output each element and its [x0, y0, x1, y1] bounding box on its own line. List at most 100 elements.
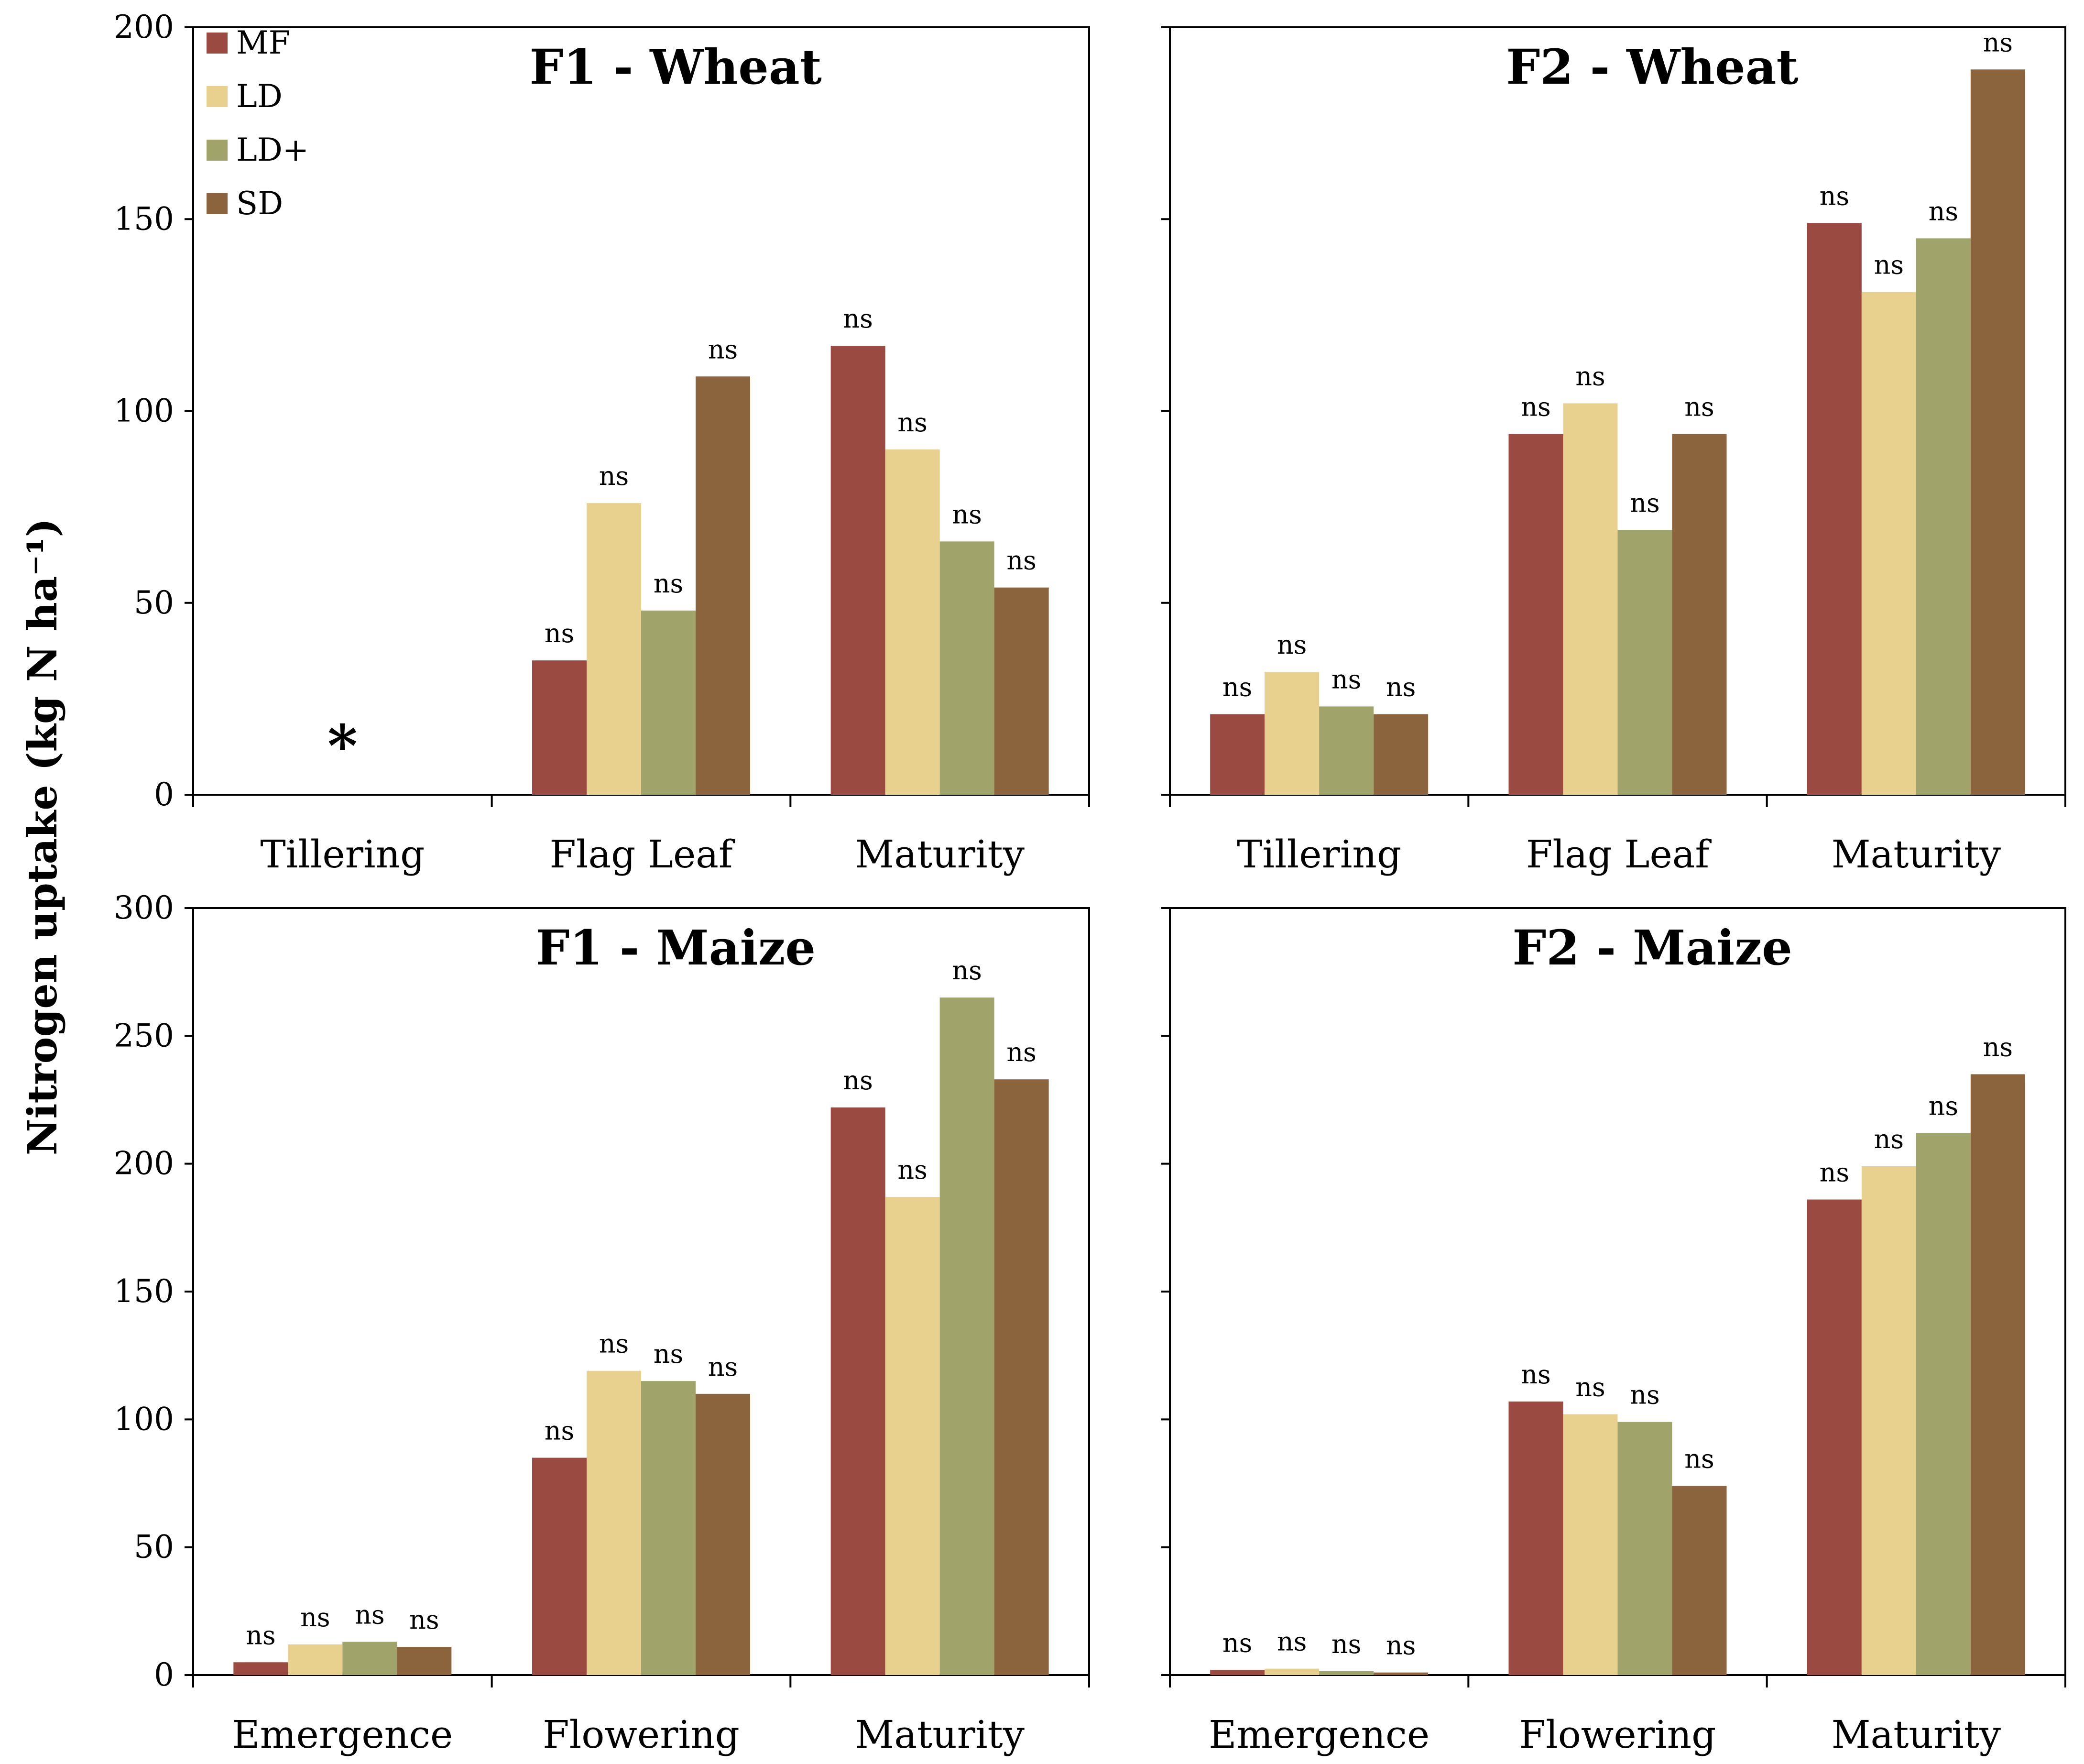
significance-label: ns	[1521, 1359, 1551, 1390]
significance-label: ns	[545, 1416, 575, 1446]
category-label-tillering: Tillering	[1237, 832, 1401, 877]
bar-ld-flowering	[1563, 1414, 1618, 1675]
panel-f2-wheat: Tillering Flag Leaf Maturitynsnsnsnsnsnsns…	[1161, 26, 2066, 877]
significance-label: ns	[1874, 250, 1904, 280]
bar-sd-maturity	[1970, 1074, 2025, 1675]
significance-label: ns	[1630, 488, 1660, 518]
y-tick-label: 100	[114, 393, 174, 429]
category-label-emergence: Emergence	[1209, 1712, 1429, 1757]
category-label-tillering: Tillering	[260, 832, 425, 877]
significance-label: ns	[654, 1339, 684, 1369]
significance-label: ns	[1575, 1372, 1605, 1402]
bar-ld-maturity	[885, 1197, 940, 1675]
significance-label: ns	[897, 407, 927, 438]
panel-title: F1 - Wheat	[530, 39, 822, 95]
significance-label: ns	[599, 1329, 629, 1359]
y-tick-label: 150	[114, 200, 174, 237]
bar-sd-tillering	[1374, 714, 1429, 795]
bar-ld-maturity	[885, 449, 940, 795]
bar-ld-emergence	[288, 1644, 343, 1675]
significance-label: ns	[1277, 1627, 1307, 1657]
bar-ld-emergence	[1265, 1668, 1320, 1675]
bar-mf-tillering	[1210, 714, 1265, 795]
bar-mf-flowering	[1508, 1401, 1563, 1675]
bar-ld-plus-maturity	[939, 541, 994, 795]
y-tick-label: 50	[134, 1529, 174, 1566]
bar-ld-plus-maturity	[939, 997, 994, 1675]
significance-label: ns	[545, 618, 575, 648]
bar-ld-plus-flag-leaf	[1617, 530, 1672, 795]
significance-label: ns	[1386, 672, 1416, 702]
significance-label: ns	[1222, 672, 1253, 702]
bar-ld-maturity	[1861, 292, 1916, 795]
bar-sd-maturity	[1970, 69, 2025, 795]
significance-label: ns	[1006, 1037, 1037, 1067]
significance-label: ns	[1222, 1628, 1253, 1658]
bar-mf-maturity	[1807, 223, 1862, 795]
category-label-emergence: Emergence	[232, 1712, 453, 1757]
y-tick-label: 50	[134, 584, 174, 621]
significance-label: ns	[654, 569, 684, 599]
y-axis-label: Nitrogen uptake (kg N ha⁻¹)	[19, 518, 66, 1156]
bar-mf-flowering	[532, 1457, 587, 1675]
y-tick-label: 300	[114, 889, 174, 926]
y-tick-label: 200	[114, 9, 174, 45]
panel-f1-wheat: 0 50 100 150 200 Tillering Flag Leaf Maturity ns…	[114, 9, 1090, 877]
bar-mf-maturity	[830, 1107, 885, 1675]
bar-mf-flag-leaf	[532, 660, 587, 795]
bar-sd-maturity	[994, 1079, 1049, 1675]
legend-label-mf: MF	[236, 24, 290, 61]
y-tick-label: 0	[154, 1656, 174, 1693]
bar-mf-flag-leaf	[1508, 434, 1563, 795]
bar-ld-plus-emergence	[342, 1642, 397, 1675]
significance-label: ns	[1684, 1444, 1714, 1474]
panel-title: F1 - Maize	[535, 920, 816, 976]
legend-swatch-mf	[207, 33, 228, 54]
category-label-maturity: Maturity	[855, 1712, 1024, 1757]
bar-sd-emergence	[397, 1647, 452, 1675]
y-tick-label: 100	[114, 1401, 174, 1437]
significance-label: ns	[897, 1155, 927, 1185]
bar-sd-emergence	[1374, 1672, 1429, 1675]
bar-sd-flag-leaf	[696, 376, 750, 795]
bar-ld-plus-emergence	[1319, 1671, 1374, 1675]
legend-label-sd: SD	[236, 185, 283, 222]
bar-mf-emergence	[1210, 1670, 1265, 1675]
bar-sd-flowering	[1672, 1486, 1727, 1675]
significance-label: ns	[708, 1352, 738, 1382]
bar-ld-plus-tillering	[1319, 706, 1374, 795]
significance-label: ns	[952, 955, 982, 986]
bar-ld-flag-leaf	[1563, 403, 1618, 795]
bar-ld-flag-leaf	[587, 503, 641, 795]
significance-label: ns	[1521, 392, 1551, 422]
bar-mf-maturity	[1807, 1199, 1862, 1675]
legend-swatch-sd	[207, 193, 228, 214]
category-label-flag-leaf: Flag Leaf	[549, 832, 735, 877]
legend-label-ld-plus: LD+	[236, 131, 309, 168]
significance-label: ns	[1983, 1032, 2013, 1063]
bar-ld-tillering	[1265, 672, 1320, 795]
bar-ld-plus-flowering	[641, 1381, 696, 1675]
category-label-flowering: Flowering	[1519, 1712, 1716, 1757]
significance-label: ns	[1684, 392, 1714, 422]
bar-ld-plus-flowering	[1617, 1422, 1672, 1675]
significance-label: ns	[952, 499, 982, 529]
significance-label: ns	[1820, 181, 1850, 211]
significance-label: ns	[246, 1620, 276, 1650]
bar-ld-maturity	[1861, 1166, 1916, 1675]
significance-label: ns	[843, 1065, 873, 1096]
bar-ld-plus-maturity	[1916, 238, 1971, 795]
bar-sd-maturity	[994, 587, 1049, 795]
significance-label: ns	[843, 304, 873, 334]
legend-swatch-ld-plus	[207, 140, 228, 161]
significance-label: ns	[1575, 361, 1605, 391]
bar-ld-flowering	[587, 1370, 641, 1675]
y-tick-label: 250	[114, 1017, 174, 1054]
y-tick-label: 150	[114, 1273, 174, 1310]
y-tick-label: 200	[114, 1145, 174, 1182]
significance-label: ns	[1929, 1091, 1959, 1121]
significance-label: ns	[1630, 1380, 1660, 1410]
category-label-maturity: Maturity	[855, 832, 1024, 877]
significance-label: ns	[409, 1605, 439, 1635]
